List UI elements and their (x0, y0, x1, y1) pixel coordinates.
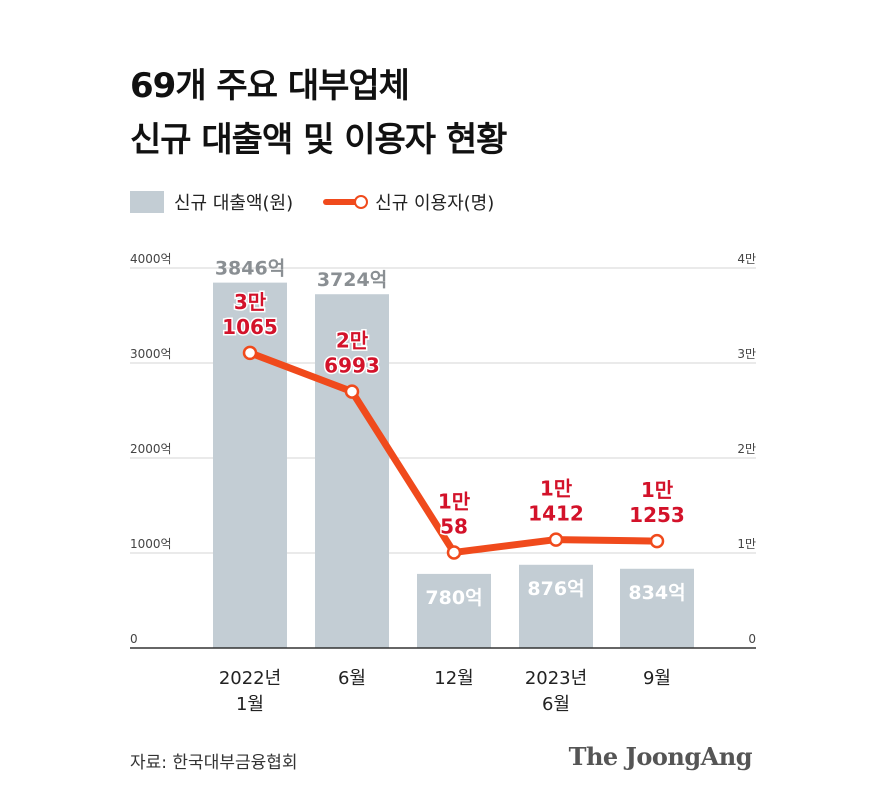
legend-line-label: 신규 이용자(명) (375, 193, 495, 214)
bar (620, 568, 694, 648)
x-axis-category-label: 2022년 1월 (219, 668, 281, 715)
right-axis-tick-label: 3만 (737, 347, 756, 361)
x-axis-category-label: 6월 (338, 668, 366, 689)
legend: 신규 대출액(원) 신규 이용자(명) (130, 188, 494, 216)
source-note: 자료: 한국대부금융협회 (130, 753, 298, 773)
x-axis-category-label: 9월 (643, 668, 671, 689)
right-axis-tick-label: 4만 (737, 252, 756, 266)
line-data-label: 1만 58 (438, 489, 471, 538)
legend-bar-label: 신규 대출액(원) (174, 193, 294, 214)
line-point (446, 545, 462, 560)
x-axis-category-label: 2023년 6월 (525, 668, 587, 715)
left-axis-tick-label: 4000억 (130, 252, 172, 266)
left-axis-tick-label: 2000억 (130, 442, 172, 456)
right-axis-tick-label: 1만 (737, 537, 756, 551)
legend-bar-swatch (130, 191, 164, 213)
chart-title-line2: 신규 대출액 및 이용자 현황 (130, 120, 507, 160)
left-axis-tick-label: 3000억 (130, 347, 172, 361)
bar-data-label: 834억 (628, 582, 685, 604)
publisher-logo: The JoongAng (568, 742, 753, 771)
bar (519, 564, 593, 648)
line-data-label: 2만 6993 (324, 329, 380, 378)
bar-data-label: 3724억 (317, 269, 387, 291)
bar-data-label: 3846억 (215, 258, 285, 280)
line-data-label: 1만 1253 (629, 478, 685, 527)
line-point (649, 533, 665, 549)
x-axis-category-label: 12월 (434, 668, 473, 689)
line-point (344, 384, 360, 399)
left-axis-tick-label: 1000억 (130, 537, 172, 551)
bar-data-label: 780억 (425, 587, 482, 609)
line-point (548, 532, 564, 547)
right-axis-tick-label: 0 (748, 632, 756, 646)
line-data-label: 3만 1065 (222, 290, 278, 339)
chart-title-line1: 69개 주요 대부업체 (130, 66, 410, 106)
left-axis-tick-label: 0 (130, 632, 138, 646)
legend-line-swatch (323, 191, 369, 213)
bar-data-label: 876억 (527, 578, 584, 600)
bar (417, 573, 491, 648)
bar (315, 294, 389, 648)
line-data-label: 1만 1412 (528, 477, 584, 526)
right-axis-tick-label: 2만 (737, 442, 756, 456)
bar (213, 282, 287, 648)
line-point (242, 345, 258, 361)
